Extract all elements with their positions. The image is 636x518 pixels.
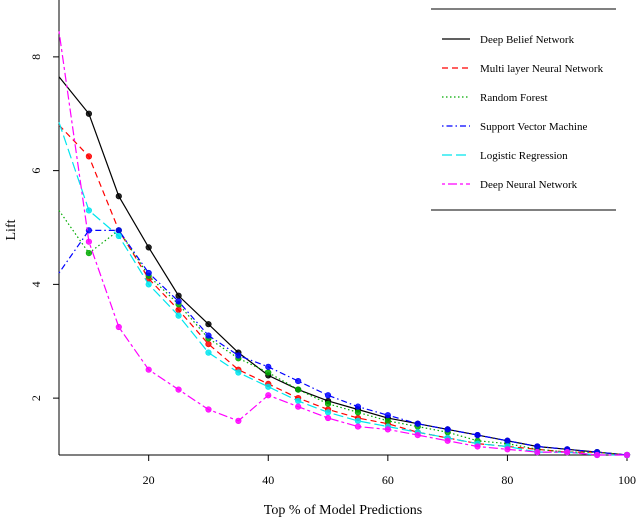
data-point <box>295 403 302 410</box>
data-point <box>265 369 272 376</box>
data-point <box>384 426 391 433</box>
data-point <box>295 377 302 385</box>
data-point <box>324 400 332 407</box>
x-tick-label: 20 <box>143 473 155 487</box>
data-point <box>384 417 391 424</box>
series-line <box>58 210 628 456</box>
series-support-vector-machine <box>58 227 631 459</box>
series-logistic-regression <box>58 122 631 459</box>
data-point <box>354 409 362 416</box>
data-point <box>295 397 302 405</box>
series-deep-neural-network <box>58 31 631 459</box>
data-point <box>265 383 272 390</box>
axes: 20 40 60 80 100 2 4 6 8 <box>29 0 636 487</box>
data-point <box>85 110 92 117</box>
data-point <box>623 451 631 459</box>
data-point <box>145 281 152 288</box>
data-point <box>85 207 92 214</box>
data-point <box>324 414 332 422</box>
x-tick-label: 80 <box>501 473 513 487</box>
y-tick-label: 2 <box>29 395 43 401</box>
legend-label: Deep Neural Network <box>480 179 578 191</box>
series-line <box>58 76 628 456</box>
data-point <box>175 386 182 393</box>
data-point <box>115 232 122 240</box>
data-point <box>324 409 332 416</box>
data-point <box>145 244 152 251</box>
legend-label: Multi layer Neural Network <box>480 63 604 75</box>
data-point <box>205 406 212 413</box>
data-point <box>354 403 362 410</box>
data-point <box>444 437 451 444</box>
data-point <box>85 153 92 160</box>
data-point <box>534 449 541 456</box>
series-layer <box>58 31 631 459</box>
data-point <box>175 306 182 314</box>
data-point <box>235 369 242 376</box>
data-point <box>115 227 122 234</box>
data-point <box>235 417 242 424</box>
data-point <box>205 340 212 348</box>
x-tick-label: 60 <box>382 473 394 487</box>
data-point <box>85 238 92 245</box>
data-point <box>205 349 212 356</box>
data-point <box>295 386 302 393</box>
data-point <box>324 392 332 399</box>
data-point <box>115 193 122 200</box>
data-point <box>414 420 421 427</box>
data-point <box>444 426 451 433</box>
data-point <box>205 321 212 328</box>
data-point <box>175 292 182 299</box>
data-point <box>145 269 152 277</box>
data-point <box>504 446 511 453</box>
series-line <box>58 229 628 456</box>
data-point <box>534 443 541 450</box>
series-random-forest <box>58 210 631 459</box>
data-point <box>504 437 511 444</box>
legend: Deep Belief Network Multi layer Neural Ne… <box>431 8 616 211</box>
data-point <box>175 312 182 319</box>
data-point <box>265 363 272 370</box>
data-point <box>564 449 571 456</box>
legend-label: Support Vector Machine <box>480 121 587 133</box>
data-point <box>145 366 152 373</box>
data-point <box>384 412 391 419</box>
y-tick-label: 4 <box>29 281 43 287</box>
y-tick-label: 6 <box>29 168 43 174</box>
legend-label: Deep Belief Network <box>480 34 575 46</box>
y-tick-label: 8 <box>29 54 43 60</box>
data-point <box>85 249 92 257</box>
data-point <box>354 423 362 430</box>
data-point <box>115 323 122 331</box>
data-point <box>205 332 212 339</box>
x-tick-label: 100 <box>618 473 636 487</box>
data-point <box>474 443 481 450</box>
legend-label: Random Forest <box>480 92 548 104</box>
legend-label: Logistic Regression <box>480 150 568 162</box>
x-axis-label: Top % of Model Predictions <box>264 503 422 518</box>
data-point <box>235 352 242 359</box>
data-point <box>354 417 362 424</box>
x-tick-label: 40 <box>262 473 274 487</box>
data-point <box>265 392 272 399</box>
data-point <box>594 451 601 459</box>
data-point <box>414 431 421 439</box>
series-line <box>58 31 627 456</box>
data-point <box>474 431 481 439</box>
y-axis-label: Lift <box>4 219 19 240</box>
data-point <box>175 298 182 305</box>
